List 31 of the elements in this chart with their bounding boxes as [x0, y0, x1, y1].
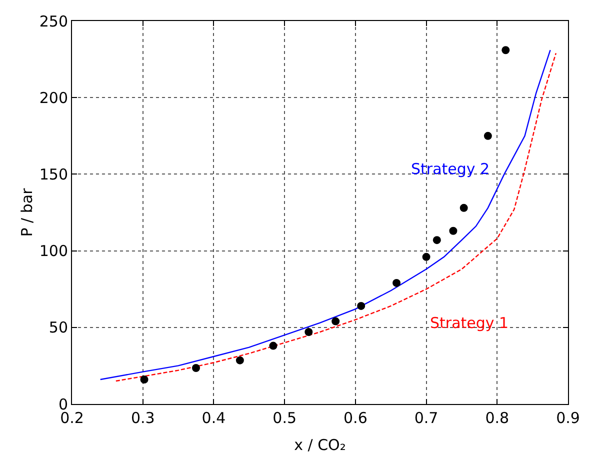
point — [236, 356, 244, 364]
point — [357, 302, 366, 310]
x-axis-title: x / CO₂ — [294, 436, 346, 454]
point — [269, 342, 278, 350]
series-label: Strategy 2 — [411, 160, 490, 178]
y-tick-label: 100 — [39, 242, 68, 260]
point — [140, 375, 148, 384]
point — [502, 46, 510, 54]
y-tick-label: 250 — [39, 12, 68, 30]
x-tick-label: 0.5 — [272, 409, 296, 427]
y-tick-label: 200 — [39, 88, 68, 107]
y-tick-label: 50 — [48, 318, 68, 337]
y-axis-title: P / bar — [18, 187, 36, 237]
point — [192, 364, 200, 372]
point — [392, 278, 401, 287]
point — [304, 328, 313, 336]
point — [460, 204, 468, 212]
point — [432, 236, 441, 244]
point — [332, 317, 340, 326]
y-tick-label: 150 — [39, 165, 68, 184]
x-tick-label: 0.2 — [60, 409, 84, 427]
x-tick-label: 0.4 — [202, 409, 226, 427]
point — [484, 132, 492, 140]
x-tick-label: 0.8 — [485, 409, 510, 427]
point — [422, 252, 430, 261]
x-tick-label: 0.7 — [414, 409, 438, 427]
x-tick-label: 0.9 — [556, 409, 580, 427]
x-tick-label: 0.6 — [344, 409, 368, 427]
series-label: Strategy 1 — [430, 314, 509, 332]
x-tick-label: 0.3 — [130, 409, 155, 427]
point — [449, 226, 458, 235]
